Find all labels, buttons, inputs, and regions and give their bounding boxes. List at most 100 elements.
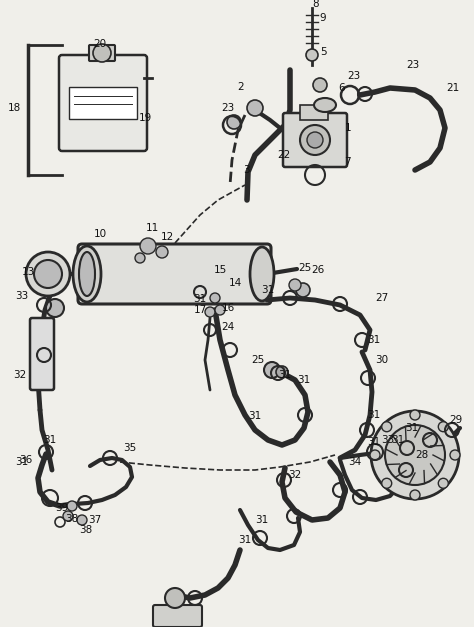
Text: 9: 9	[319, 13, 326, 23]
Text: 31: 31	[278, 370, 292, 380]
Text: 2: 2	[237, 82, 244, 92]
Text: 23: 23	[406, 60, 419, 70]
Bar	[300, 105, 328, 120]
Text: 26: 26	[311, 265, 325, 275]
Text: 33: 33	[15, 291, 28, 301]
Text: 37: 37	[88, 515, 101, 525]
Ellipse shape	[250, 247, 274, 301]
Text: 22: 22	[277, 150, 291, 160]
Text: 38: 38	[65, 514, 79, 524]
Circle shape	[385, 425, 445, 485]
Circle shape	[227, 115, 241, 129]
Circle shape	[410, 410, 420, 420]
Text: 3: 3	[243, 165, 249, 175]
Circle shape	[63, 511, 73, 521]
Circle shape	[215, 305, 225, 315]
Text: 28: 28	[415, 450, 428, 460]
Ellipse shape	[73, 246, 101, 302]
Text: 7: 7	[344, 157, 350, 167]
FancyBboxPatch shape	[69, 87, 137, 119]
Text: 31: 31	[367, 437, 381, 447]
FancyBboxPatch shape	[59, 55, 147, 151]
Text: 14: 14	[228, 278, 242, 288]
Text: 38: 38	[79, 525, 92, 535]
FancyBboxPatch shape	[89, 45, 115, 61]
Circle shape	[438, 478, 448, 488]
Circle shape	[93, 44, 111, 62]
Circle shape	[140, 238, 156, 254]
FancyBboxPatch shape	[153, 605, 202, 627]
Circle shape	[382, 478, 392, 488]
FancyBboxPatch shape	[283, 113, 347, 167]
Text: 10: 10	[93, 229, 107, 239]
Circle shape	[313, 78, 327, 92]
Text: 5: 5	[321, 47, 328, 57]
Text: 33: 33	[382, 435, 395, 445]
Text: 31: 31	[392, 435, 405, 445]
Circle shape	[264, 362, 280, 378]
Text: 31: 31	[367, 335, 381, 345]
Circle shape	[300, 125, 330, 155]
Ellipse shape	[314, 98, 336, 112]
Text: 31: 31	[238, 535, 252, 545]
FancyBboxPatch shape	[30, 318, 54, 390]
Circle shape	[438, 422, 448, 432]
Text: 29: 29	[449, 415, 463, 425]
Text: 31: 31	[15, 457, 28, 467]
Text: 8: 8	[313, 0, 319, 9]
Circle shape	[371, 411, 459, 499]
Text: 6: 6	[339, 83, 346, 93]
Text: 16: 16	[221, 303, 235, 313]
Text: 30: 30	[375, 355, 389, 365]
Circle shape	[307, 132, 323, 148]
Text: 23: 23	[347, 71, 361, 81]
Text: 19: 19	[138, 113, 152, 123]
Circle shape	[165, 588, 185, 608]
Text: 31: 31	[248, 411, 262, 421]
Text: 18: 18	[8, 103, 21, 113]
Text: 36: 36	[19, 455, 33, 465]
FancyBboxPatch shape	[78, 244, 271, 304]
Circle shape	[370, 450, 380, 460]
Circle shape	[34, 260, 62, 288]
Text: 32: 32	[288, 470, 301, 480]
Circle shape	[296, 283, 310, 297]
Circle shape	[247, 100, 263, 116]
Text: 39: 39	[55, 503, 69, 513]
Text: 31: 31	[193, 294, 207, 304]
Circle shape	[210, 293, 220, 303]
Text: 35: 35	[123, 443, 137, 453]
Text: 17: 17	[193, 305, 207, 315]
Circle shape	[410, 490, 420, 500]
Circle shape	[135, 253, 145, 263]
Text: 31: 31	[405, 423, 419, 433]
Circle shape	[276, 366, 288, 378]
Ellipse shape	[79, 252, 95, 296]
Circle shape	[306, 49, 318, 61]
Text: 31: 31	[44, 435, 56, 445]
Text: 20: 20	[93, 39, 107, 49]
Text: 12: 12	[160, 232, 173, 242]
Text: 31: 31	[261, 285, 274, 295]
Circle shape	[26, 252, 70, 296]
Text: 23: 23	[221, 103, 235, 113]
Text: 34: 34	[348, 457, 362, 467]
Text: 24: 24	[221, 322, 235, 332]
Text: 25: 25	[251, 355, 264, 365]
Text: 31: 31	[255, 515, 269, 525]
Circle shape	[46, 299, 64, 317]
Text: 25: 25	[298, 263, 311, 273]
Circle shape	[450, 450, 460, 460]
Text: 27: 27	[375, 293, 389, 303]
Circle shape	[67, 501, 77, 511]
Text: 11: 11	[146, 223, 159, 233]
Text: 21: 21	[447, 83, 460, 93]
Text: 31: 31	[367, 410, 381, 420]
Text: 1: 1	[345, 123, 351, 133]
Circle shape	[382, 422, 392, 432]
Circle shape	[289, 279, 301, 291]
Text: 31: 31	[297, 375, 310, 385]
Circle shape	[77, 515, 87, 525]
Text: 32: 32	[13, 370, 27, 380]
Circle shape	[205, 307, 215, 317]
